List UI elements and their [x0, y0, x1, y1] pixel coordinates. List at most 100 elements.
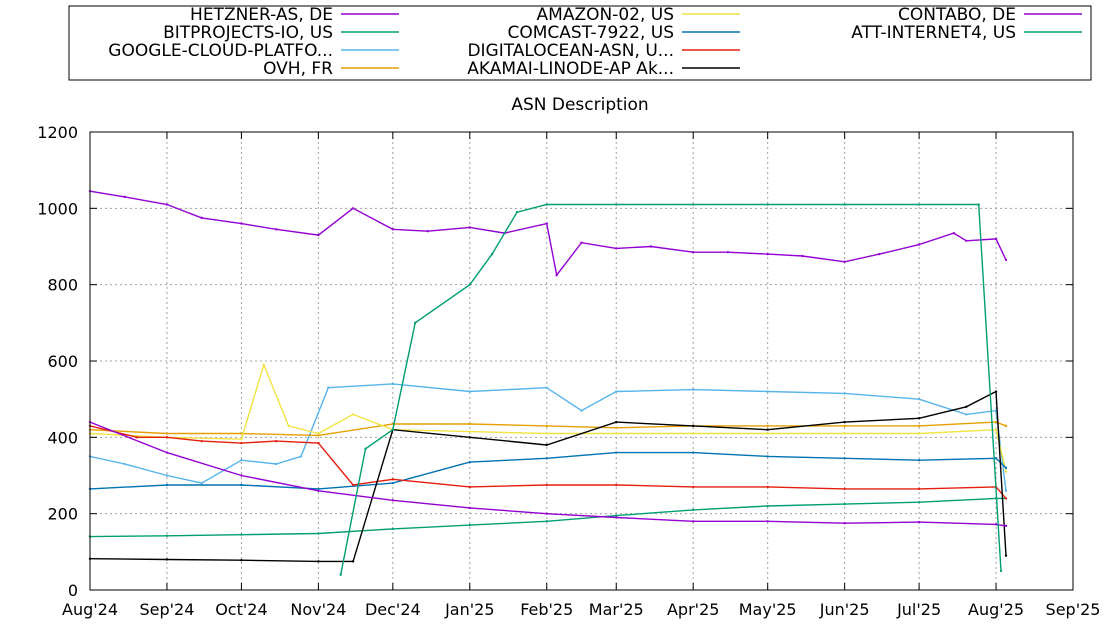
legend-label: AKAMAI-LINODE-AP Ak... [467, 59, 674, 79]
legend-label: OVH, FR [263, 59, 333, 79]
y-tick-label: 800 [47, 276, 78, 295]
y-tick-label: 0 [68, 581, 78, 600]
data-point [766, 424, 769, 428]
data-point [317, 441, 320, 445]
data-point [917, 243, 921, 246]
y-tick-label: 600 [47, 352, 78, 371]
data-point [317, 560, 320, 563]
data-point [615, 426, 618, 429]
data-point [545, 432, 548, 435]
data-point [135, 436, 139, 439]
x-tick-label: Jun'25 [819, 600, 870, 619]
data-point [917, 501, 921, 504]
data-point [240, 474, 243, 477]
data-point [615, 451, 618, 454]
series-9 [339, 203, 1003, 576]
data-point [165, 483, 169, 487]
x-tick-label: Feb'25 [520, 600, 573, 619]
x-tick-label: May'25 [739, 600, 797, 619]
data-point [726, 251, 730, 254]
data-point [692, 432, 695, 435]
data-point [692, 424, 695, 428]
data-point [391, 428, 395, 431]
y-tick-label: 400 [47, 428, 78, 447]
legend-label: ATT-INTERNET4, US [851, 23, 1016, 43]
data-point [351, 207, 355, 210]
y-tick-label: 1200 [37, 123, 78, 142]
data-point [391, 382, 395, 386]
data-point [843, 522, 846, 525]
data-point [165, 436, 169, 439]
x-tick-label: Oct'24 [215, 600, 267, 619]
data-point [843, 502, 846, 506]
data-point [200, 481, 203, 485]
series-0 [88, 189, 1008, 277]
data-point [917, 432, 921, 435]
data-point [391, 527, 395, 531]
data-point [1004, 554, 1008, 557]
series-line [89, 421, 1007, 527]
data-point [240, 222, 243, 225]
legend-entry: AMAZON-02, US [537, 5, 740, 25]
data-point [299, 455, 303, 458]
x-tick-label: Apr'25 [667, 600, 719, 619]
data-point [240, 438, 243, 441]
data-point [351, 483, 355, 487]
data-point [165, 534, 169, 538]
series-7 [88, 390, 1008, 563]
x-axis-ticks: Aug'24 Sep'24 Oct'24 Nov'24 Dec'24 Jan'25 Feb'… [62, 132, 1100, 619]
data-point [965, 413, 968, 416]
data-point [766, 203, 769, 206]
data-point [615, 247, 618, 250]
x-tick-label: Sep'24 [139, 600, 194, 619]
data-point [615, 483, 618, 487]
data-point [917, 397, 921, 401]
data-point [200, 439, 203, 443]
data-point [165, 558, 169, 561]
legend-entry: GOOGLE-CLOUD-PLATFO... [108, 41, 399, 61]
data-point [262, 363, 265, 367]
data-point [274, 228, 278, 231]
data-point [165, 432, 169, 435]
data-point [317, 434, 320, 437]
data-point [994, 457, 998, 460]
data-point [766, 252, 769, 256]
data-point [692, 451, 695, 454]
x-tick-label: Dec'24 [365, 600, 421, 619]
data-point [843, 203, 846, 206]
data-point [766, 432, 769, 435]
data-point [801, 254, 804, 258]
data-point [766, 504, 769, 508]
data-point [994, 523, 998, 526]
data-point [1004, 489, 1008, 492]
data-point [766, 428, 769, 431]
y-tick-label: 200 [47, 505, 78, 524]
data-point [545, 443, 548, 447]
data-point [351, 413, 355, 416]
series-2 [88, 382, 1008, 492]
data-point [545, 457, 548, 460]
data-point [994, 237, 998, 241]
legend-entry: CONTABO, DE [898, 5, 1082, 25]
grid [90, 132, 1073, 590]
series-4 [88, 362, 1008, 473]
legend-label: GOOGLE-CLOUD-PLATFO... [108, 41, 333, 61]
data-point [994, 428, 998, 431]
legend-entry: OVH, FR [263, 59, 399, 79]
data-point [615, 420, 618, 424]
data-point [917, 520, 921, 524]
data-point [917, 417, 921, 420]
data-point [843, 432, 846, 435]
data-point [917, 203, 921, 206]
data-point [545, 483, 548, 487]
data-point [766, 485, 769, 489]
data-point [240, 559, 243, 562]
data-point [917, 459, 921, 462]
data-point [555, 273, 558, 277]
x-tick-label: Mar'25 [589, 600, 644, 619]
data-point [994, 420, 998, 424]
legend-box [68, 5, 1092, 81]
series-6 [88, 424, 1008, 500]
data-point [490, 252, 494, 256]
